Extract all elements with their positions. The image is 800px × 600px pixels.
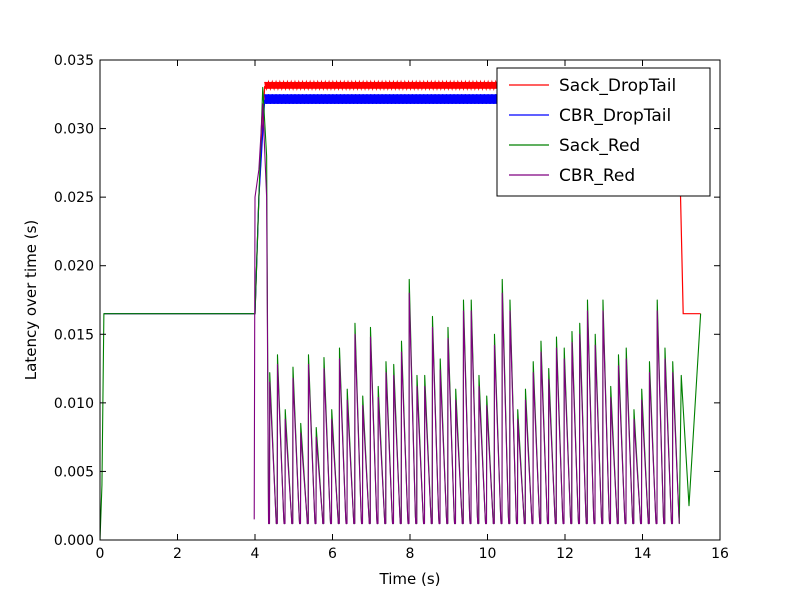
x-tick-label: 6 — [328, 546, 337, 562]
legend-label: CBR_Red — [559, 166, 635, 186]
y-tick-label: 0.035 — [54, 53, 94, 69]
x-tick-label: 10 — [479, 546, 497, 562]
legend-label: Sack_DropTail — [559, 76, 676, 96]
series-cbr-droptail-band-fill — [264, 94, 682, 104]
y-tick-label: 0.005 — [54, 464, 94, 480]
y-tick-label: 0.025 — [54, 190, 94, 206]
y-tick-label: 0.010 — [54, 396, 94, 412]
y-tick-label: 0.000 — [54, 533, 94, 549]
y-tick-label: 0.015 — [54, 327, 94, 343]
series-sack-droptail-band-fill — [264, 81, 682, 89]
x-tick-label: 16 — [711, 546, 729, 562]
x-axis-label: Time (s) — [379, 570, 441, 588]
x-axis-ticks: 0 2 4 6 8 10 12 14 16 — [96, 60, 729, 562]
x-tick-label: 14 — [634, 546, 652, 562]
y-tick-label: 0.030 — [54, 122, 94, 138]
y-tick-label: 0.020 — [54, 259, 94, 275]
legend: Sack_DropTail CBR_DropTail Sack_Red CBR_Red — [496, 67, 711, 197]
x-tick-label: 12 — [556, 546, 574, 562]
series-cbr-red — [253, 103, 680, 525]
y-axis-ticks: 0.000 0.005 0.010 0.015 0.020 0.025 0.030 0.035 — [54, 53, 720, 549]
y-axis-label: Latency over time (s) — [22, 220, 40, 380]
legend-label: CBR_DropTail — [559, 106, 671, 126]
x-tick-label: 0 — [96, 546, 105, 562]
plot-area — [100, 79, 702, 540]
series-cbr-red-line — [253, 103, 680, 525]
x-tick-label: 8 — [406, 546, 415, 562]
x-tick-label: 4 — [251, 546, 260, 562]
x-tick-label: 2 — [173, 546, 182, 562]
legend-label: Sack_Red — [559, 136, 640, 156]
